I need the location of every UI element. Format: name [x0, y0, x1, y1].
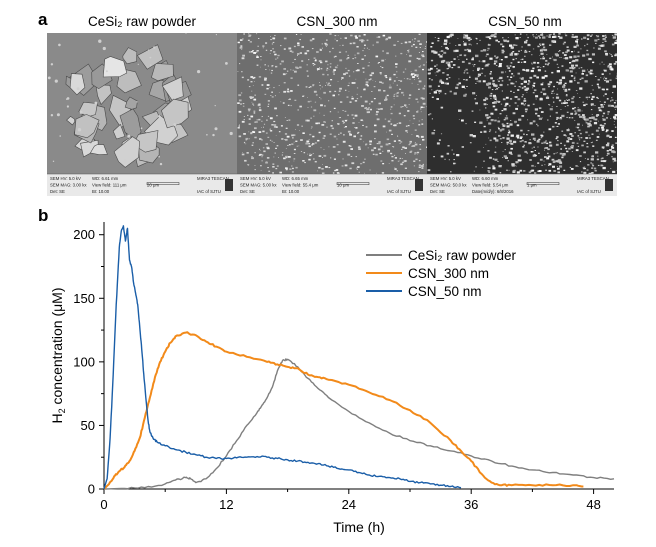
sem-image-3: SEM HV: 5.0 kV WD: 6.60 mm MIRA3 TESCAN SEM…	[427, 33, 617, 196]
sem-info-text: MIRA3 TESCAN	[577, 176, 609, 181]
sem-info-text: Det: SE	[50, 189, 65, 194]
sem-info-text: IAC of SJTU	[577, 189, 601, 194]
y-tick-label: 0	[88, 482, 95, 497]
sem-info-text: IAC of SJTU	[387, 189, 411, 194]
sem-info-bar: SEM HV: 5.0 kV WD: 6.60 mm MIRA3 TESCAN SEM…	[427, 173, 617, 196]
x-tick-label: 0	[100, 497, 107, 512]
sem-info-text: Date(m/d/y): 6/8/2016	[472, 189, 514, 194]
sem-info-text: WD: 6.65 mm	[282, 176, 309, 181]
y-axis-label: H2 concentration (μM)	[49, 287, 67, 423]
legend-label-1: CeSi₂ raw powder	[408, 248, 517, 263]
sem-info-text: WD: 6.61 mm	[92, 176, 119, 181]
sem-info-bar: SEM HV: 5.0 kV WD: 6.65 mm MIRA3 TESCAN SEM…	[237, 173, 427, 196]
x-tick-label: 48	[586, 497, 600, 512]
y-tick-label: 150	[73, 291, 95, 306]
sem-info-text: SEM HV: 5.0 kV	[240, 176, 271, 181]
y-tick-label: 50	[81, 418, 95, 433]
sem-info-text: WD: 6.60 mm	[472, 176, 499, 181]
sem-info-text: SEM HV: 5.0 kV	[50, 176, 81, 181]
sem-info-text: SEM HV: 5.0 kV	[430, 176, 461, 181]
x-tick-label: 36	[464, 497, 478, 512]
legend-label-3: CSN_50 nm	[408, 284, 482, 299]
panel-b-label: b	[38, 206, 49, 225]
sem-info-text: BI: 10.00	[92, 189, 110, 194]
series-line-3	[103, 225, 462, 490]
sem-info-text: 1 μm	[527, 183, 537, 188]
sem-info-bar: SEM HV: 5.0 kV WD: 6.61 mm MIRA3 TESCAN SEM…	[47, 173, 237, 196]
series-line-2	[103, 331, 584, 490]
sem-info-text: 20 μm	[147, 183, 159, 188]
sem-info-text: View field: 55.4 μm	[282, 183, 319, 188]
sem-image-1: SEM HV: 5.0 kV WD: 6.61 mm MIRA3 TESCAN SEM…	[47, 33, 237, 196]
y-tick-label: 100	[73, 354, 95, 369]
y-tick-label: 200	[73, 227, 95, 242]
legend-label-2: CSN_300 nm	[408, 266, 489, 281]
panel-a-label: a	[38, 10, 48, 29]
sem-info-text: SEM MAG: 3.00 kx	[50, 183, 87, 188]
sem-title-3: CSN_50 nm	[488, 14, 562, 29]
x-axis-label: Time (h)	[333, 519, 385, 535]
sem-info-text: 10 μm	[337, 183, 349, 188]
x-tick-label: 24	[342, 497, 356, 512]
sem-info-text: SEM MAG: 5.00 kx	[240, 183, 277, 188]
series-line-1	[103, 358, 615, 490]
x-tick-label: 12	[219, 497, 233, 512]
sem-title-2: CSN_300 nm	[296, 14, 378, 29]
sem-info-text: Det: SE	[240, 189, 255, 194]
h2-concentration-chart: 0 12 24 36 48 0 50 100 150 200 Time (h) H2 concentr…	[49, 222, 615, 535]
sem-info-text: IAC of SJTU	[197, 189, 221, 194]
sem-info-text: View field: 5.54 μm	[472, 183, 509, 188]
sem-title-1: CeSi₂ raw powder	[87, 14, 197, 29]
sem-info-text: View field: 111 μm	[92, 183, 127, 188]
sem-info-text: MIRA3 TESCAN	[387, 176, 419, 181]
sem-info-text: MIRA3 TESCAN	[197, 176, 229, 181]
sem-info-text: BI: 10.00	[282, 189, 300, 194]
sem-info-text: SEM MAG: 50.0 kx	[430, 183, 467, 188]
sem-info-text: Det: SE	[430, 189, 445, 194]
sem-image-2: SEM HV: 5.0 kV WD: 6.65 mm MIRA3 TESCAN SEM…	[237, 33, 427, 196]
